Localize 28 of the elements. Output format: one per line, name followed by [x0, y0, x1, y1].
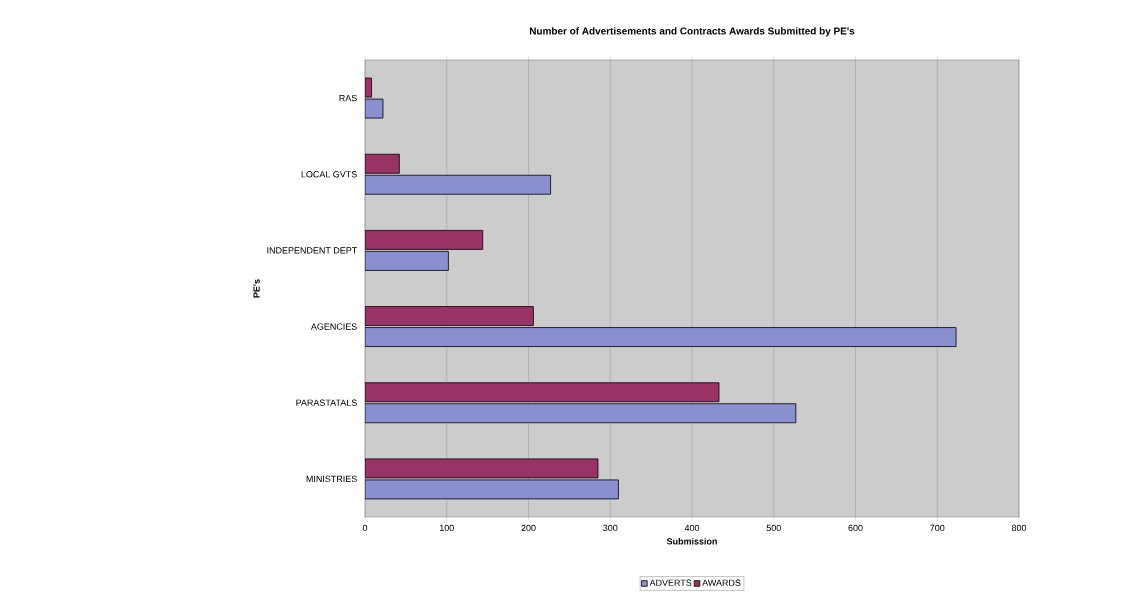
- legend-label: AWARDS: [702, 579, 741, 586]
- legend-label: ADVERTS: [649, 579, 692, 586]
- bar: [365, 327, 957, 347]
- y-tick-label: AGENCIES: [310, 323, 357, 330]
- x-axis-title: Submission: [666, 537, 717, 545]
- x-tick-label: 200: [521, 524, 536, 532]
- x-tick-label: 300: [603, 524, 618, 532]
- y-tick-label: RAS: [339, 94, 357, 102]
- bar: [365, 230, 484, 250]
- x-tick-label: 500: [766, 524, 781, 532]
- x-tick-label: 100: [439, 524, 454, 532]
- y-tick-label: PARASTATALS: [296, 399, 357, 406]
- y-tick-label: INDEPENDENT DEPT: [267, 247, 358, 254]
- y-tick-label: MINISTRIES: [306, 475, 357, 483]
- x-tick-label: 400: [684, 524, 700, 532]
- x-tick-label: 800: [1011, 524, 1027, 532]
- y-tick-label: LOCAL GVTS: [301, 171, 357, 178]
- y-axis-title: PE's: [253, 279, 260, 298]
- bar: [365, 251, 449, 271]
- bar: [365, 306, 534, 326]
- x-tick-label: 600: [848, 524, 863, 532]
- bar: [365, 403, 797, 424]
- x-tick-label: 700: [930, 524, 945, 532]
- bar: [365, 382, 720, 403]
- x-tick-label: 0: [362, 524, 368, 532]
- chart-title: Number of Advertisements and Contracts Awards Submitted by PE's: [529, 27, 855, 37]
- bar: [365, 174, 551, 195]
- bar: [365, 153, 400, 174]
